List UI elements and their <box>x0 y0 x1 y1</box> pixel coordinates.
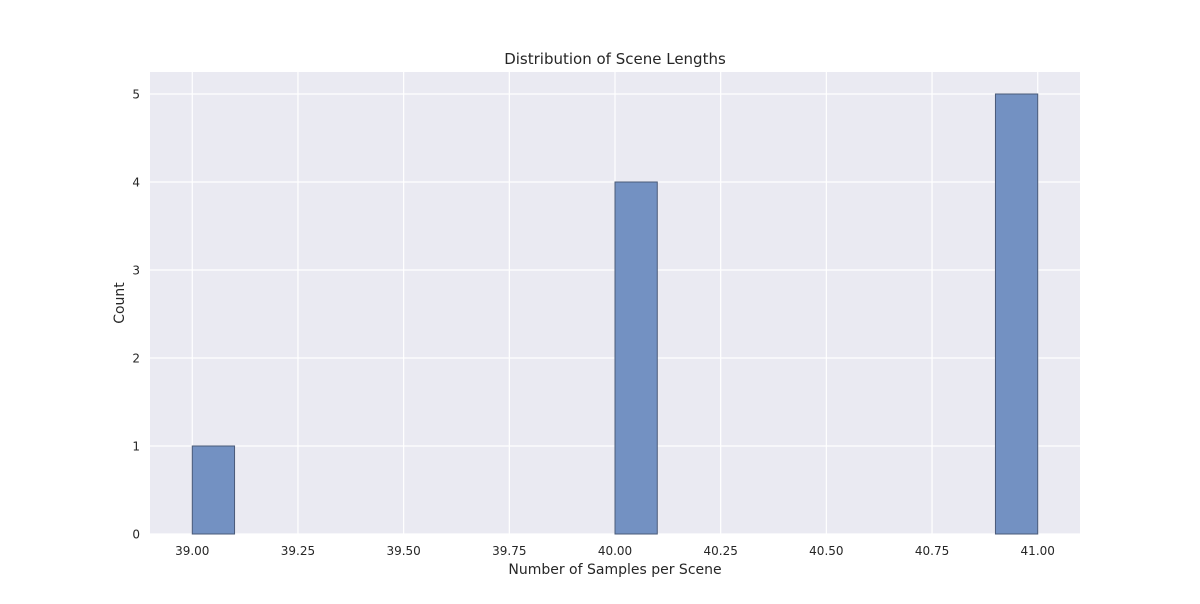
chart-title: Distribution of Scene Lengths <box>504 50 726 68</box>
bars <box>191 93 1039 535</box>
y-tick-label: 5 <box>132 88 140 102</box>
y-tick-label: 0 <box>132 528 140 542</box>
histogram-bar <box>191 445 236 535</box>
histogram-bar <box>994 93 1039 535</box>
x-tick-label: 39.00 <box>175 544 209 558</box>
x-tick-label: 40.50 <box>809 544 843 558</box>
x-tick-label: 39.50 <box>386 544 420 558</box>
y-tick-label: 3 <box>132 264 140 278</box>
y-tick-label: 2 <box>132 352 140 366</box>
y-axis-ticks: 0 1 2 3 4 5 <box>132 88 140 542</box>
y-axis-label: Count <box>112 282 128 324</box>
histogram-bar <box>614 181 658 535</box>
y-tick-label: 1 <box>132 440 140 454</box>
x-tick-label: 40.00 <box>598 544 632 558</box>
x-tick-label: 41.00 <box>1021 544 1055 558</box>
x-tick-label: 40.75 <box>915 544 949 558</box>
y-tick-label: 4 <box>132 176 140 190</box>
x-axis-label: Number of Samples per Scene <box>508 562 721 578</box>
x-tick-label: 40.25 <box>704 544 738 558</box>
x-axis-ticks: 39.00 39.25 39.50 39.75 40.00 40.25 40.50 40.75… <box>175 544 1055 558</box>
x-tick-label: 39.75 <box>492 544 526 558</box>
x-tick-label: 39.25 <box>281 544 315 558</box>
